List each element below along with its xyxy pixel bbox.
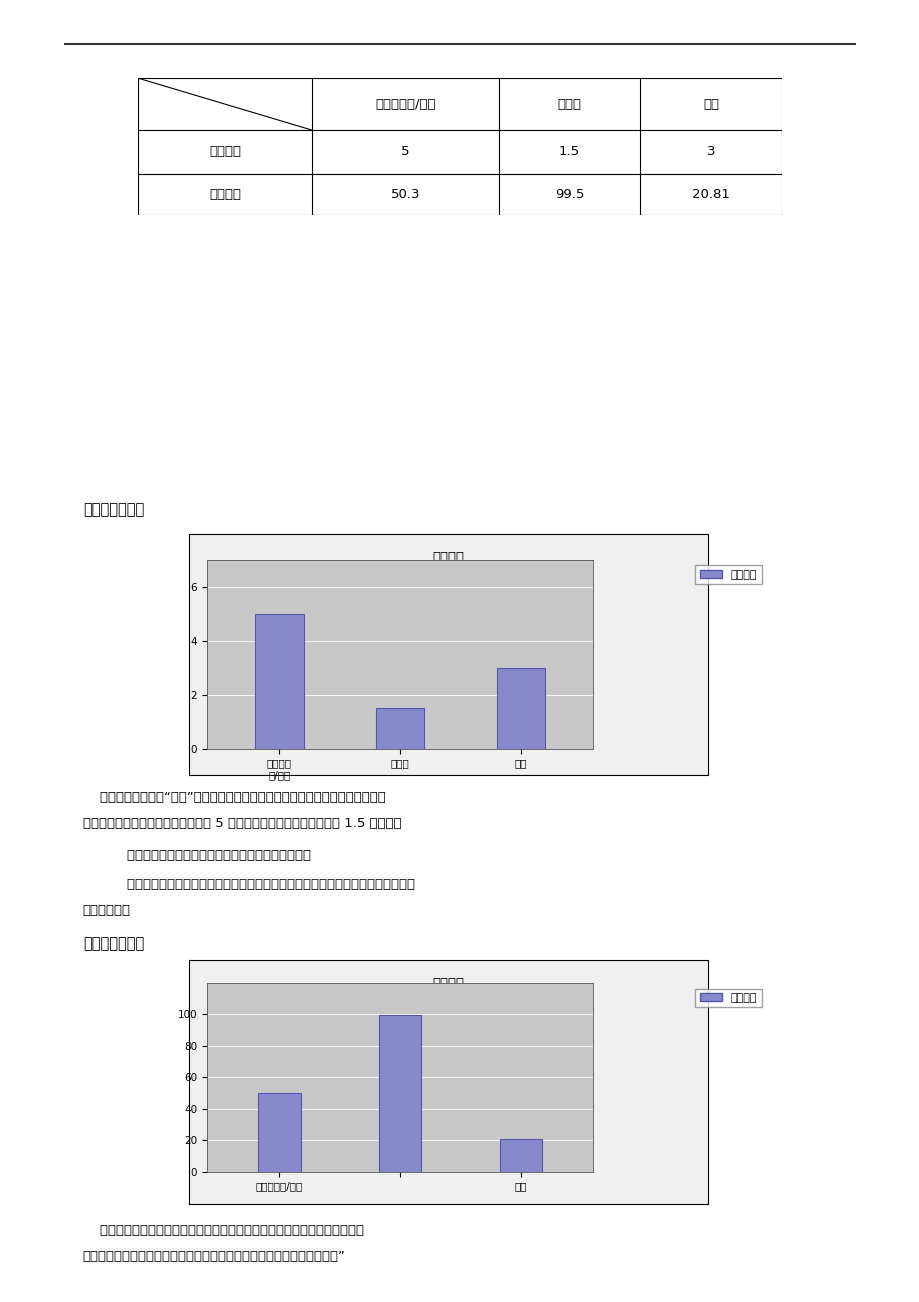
- Text: 花费是在附近超市的两倍，相比之下，与其他类型店铺的花费差距更大。”: 花费是在附近超市的两倍，相比之下，与其他类型店铺的花费差距更大。”: [83, 1250, 346, 1263]
- Text: 附近菜市场/百货: 附近菜市场/百货: [375, 98, 435, 111]
- Legend: 平均次数: 平均次数: [695, 565, 761, 585]
- Text: 大卖场: 大卖场: [557, 98, 581, 111]
- Bar: [376, 708, 424, 749]
- Bar: [496, 668, 545, 749]
- Bar: [258, 1092, 301, 1172]
- Text: 而且根据调查消费者去大卖场的时间大多是在周末。: 而且根据调查消费者去大卖场的时间大多是在周末。: [110, 849, 311, 862]
- Text: 购物频率高并不一定花费高。大卖场的表现比超市强劲，消费者在大卖场的: 购物频率高并不一定花费高。大卖场的表现比超市强劲，消费者在大卖场的: [83, 1224, 363, 1237]
- Text: 20.81: 20.81: [691, 187, 730, 201]
- Text: 超市: 超市: [702, 98, 719, 111]
- Text: 淡博市民饮食讲究“新鲜”的习惯是造成这一排列的主因。调查显示，淡博市民一: 淡博市民饮食讲究“新鲜”的习惯是造成这一排列的主因。调查显示，淡博市民一: [83, 790, 385, 803]
- Text: 平均次数: 平均次数: [209, 146, 241, 159]
- Text: 3: 3: [706, 146, 715, 159]
- Text: 99.5: 99.5: [554, 187, 584, 201]
- Text: 5: 5: [401, 146, 409, 159]
- Bar: [255, 613, 303, 749]
- Text: 平均次数分析：: 平均次数分析：: [83, 503, 144, 517]
- Bar: [379, 1016, 421, 1172]
- Text: 1.5: 1.5: [559, 146, 579, 159]
- Text: 50.3: 50.3: [390, 187, 420, 201]
- Text: 周光顾菜场的次数每周平均达到了近 5 次，而去大卖场的平均次数仅为 1.5 次左右。: 周光顾菜场的次数每周平均达到了近 5 次，而去大卖场的平均次数仅为 1.5 次左…: [83, 816, 401, 829]
- Bar: [499, 1139, 541, 1172]
- Text: 平均花费: 平均花费: [432, 976, 464, 990]
- Text: 平均花费: 平均花费: [209, 187, 241, 201]
- Text: 平均次数: 平均次数: [432, 551, 464, 564]
- Text: 平均花费分析：: 平均花费分析：: [83, 936, 144, 950]
- Text: 的销售份额。: 的销售份额。: [83, 904, 130, 917]
- Legend: 平均花费: 平均花费: [695, 988, 761, 1008]
- Text: 大卖场和超市的农副产品必须品质新鲜优良、购买和烹调方便，才有可能夸得菜场: 大卖场和超市的农副产品必须品质新鲜优良、购买和烹调方便，才有可能夸得菜场: [110, 878, 415, 891]
